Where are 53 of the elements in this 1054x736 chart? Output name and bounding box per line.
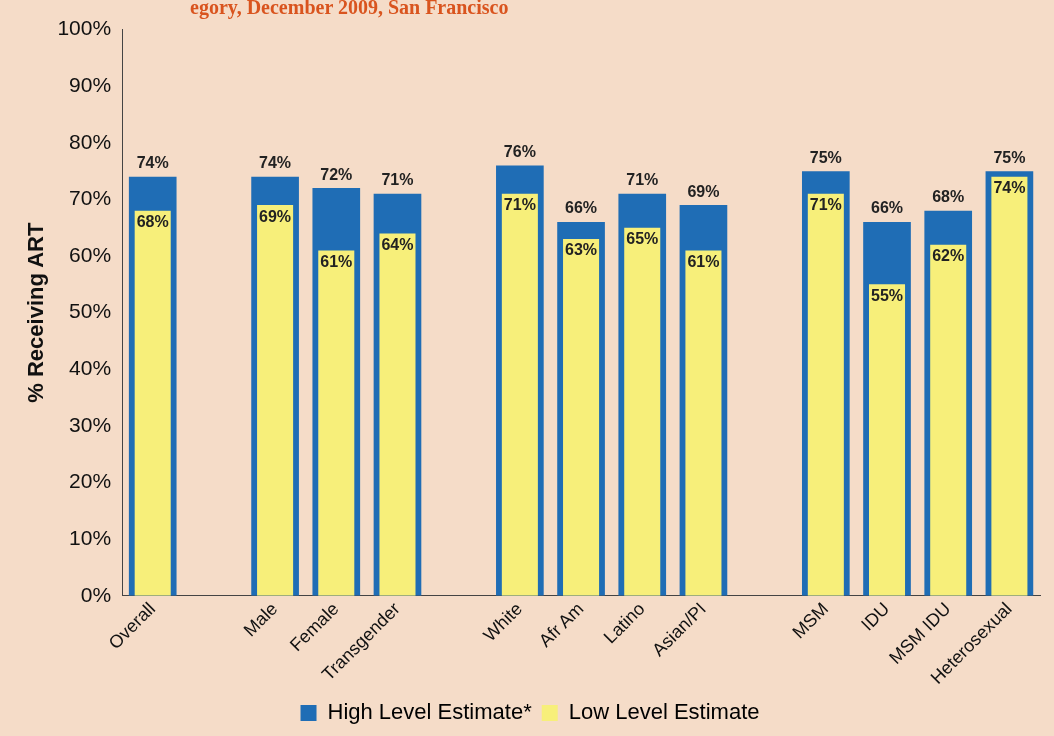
data-label: 66% xyxy=(565,199,598,217)
bar xyxy=(379,233,416,596)
bar xyxy=(624,227,661,596)
data-label: 68% xyxy=(932,188,965,206)
data-label: 66% xyxy=(871,199,904,217)
bar xyxy=(930,244,967,596)
y-tick-label: 30% xyxy=(69,412,112,436)
y-tick-label: 50% xyxy=(69,299,112,323)
bar xyxy=(869,284,906,596)
data-label: 65% xyxy=(626,230,659,248)
bar xyxy=(807,193,844,596)
x-tick-label: Afr Am xyxy=(535,598,588,651)
y-tick-label: 10% xyxy=(69,525,112,549)
data-label: 63% xyxy=(565,241,598,259)
bar xyxy=(318,250,355,596)
data-label: 68% xyxy=(136,213,169,231)
data-label: 69% xyxy=(687,182,720,200)
data-label: 72% xyxy=(320,165,353,183)
data-label: 74% xyxy=(993,179,1026,197)
y-tick-label: 20% xyxy=(69,469,112,493)
y-tick-label: 0% xyxy=(80,582,112,606)
chart-title: egory, December 2009, San Francisco xyxy=(190,0,509,19)
y-tick-label: 60% xyxy=(69,242,112,266)
data-label: 76% xyxy=(503,142,536,160)
data-label: 74% xyxy=(136,154,169,172)
data-label: 62% xyxy=(932,247,965,265)
bar xyxy=(501,193,538,596)
data-label: 71% xyxy=(381,171,414,189)
data-label: 61% xyxy=(320,252,353,270)
y-tick-label: 40% xyxy=(69,356,112,380)
y-tick-label: 90% xyxy=(69,73,112,97)
bar xyxy=(685,250,722,596)
bar xyxy=(991,176,1028,596)
data-label: 75% xyxy=(809,148,842,166)
y-tick-label: 70% xyxy=(69,186,112,210)
y-tick-label: 100% xyxy=(57,16,112,40)
data-label: 74% xyxy=(259,154,292,172)
data-label: 71% xyxy=(809,196,842,214)
legend-label: High Level Estimate* xyxy=(327,699,533,725)
x-tick-label: IDU xyxy=(857,598,894,635)
bar xyxy=(563,239,600,596)
data-label: 61% xyxy=(687,252,720,270)
data-label: 71% xyxy=(503,196,536,214)
bar xyxy=(257,205,294,596)
bar xyxy=(134,210,171,596)
y-axis-title: % Receiving ART xyxy=(23,222,49,403)
data-label: 69% xyxy=(259,207,292,225)
data-label: 75% xyxy=(993,148,1026,166)
y-tick-label: 80% xyxy=(69,129,112,153)
data-label: 64% xyxy=(381,235,414,253)
data-label: 71% xyxy=(626,171,659,189)
data-label: 55% xyxy=(871,286,904,304)
legend-label: Low Level Estimate xyxy=(568,699,760,725)
